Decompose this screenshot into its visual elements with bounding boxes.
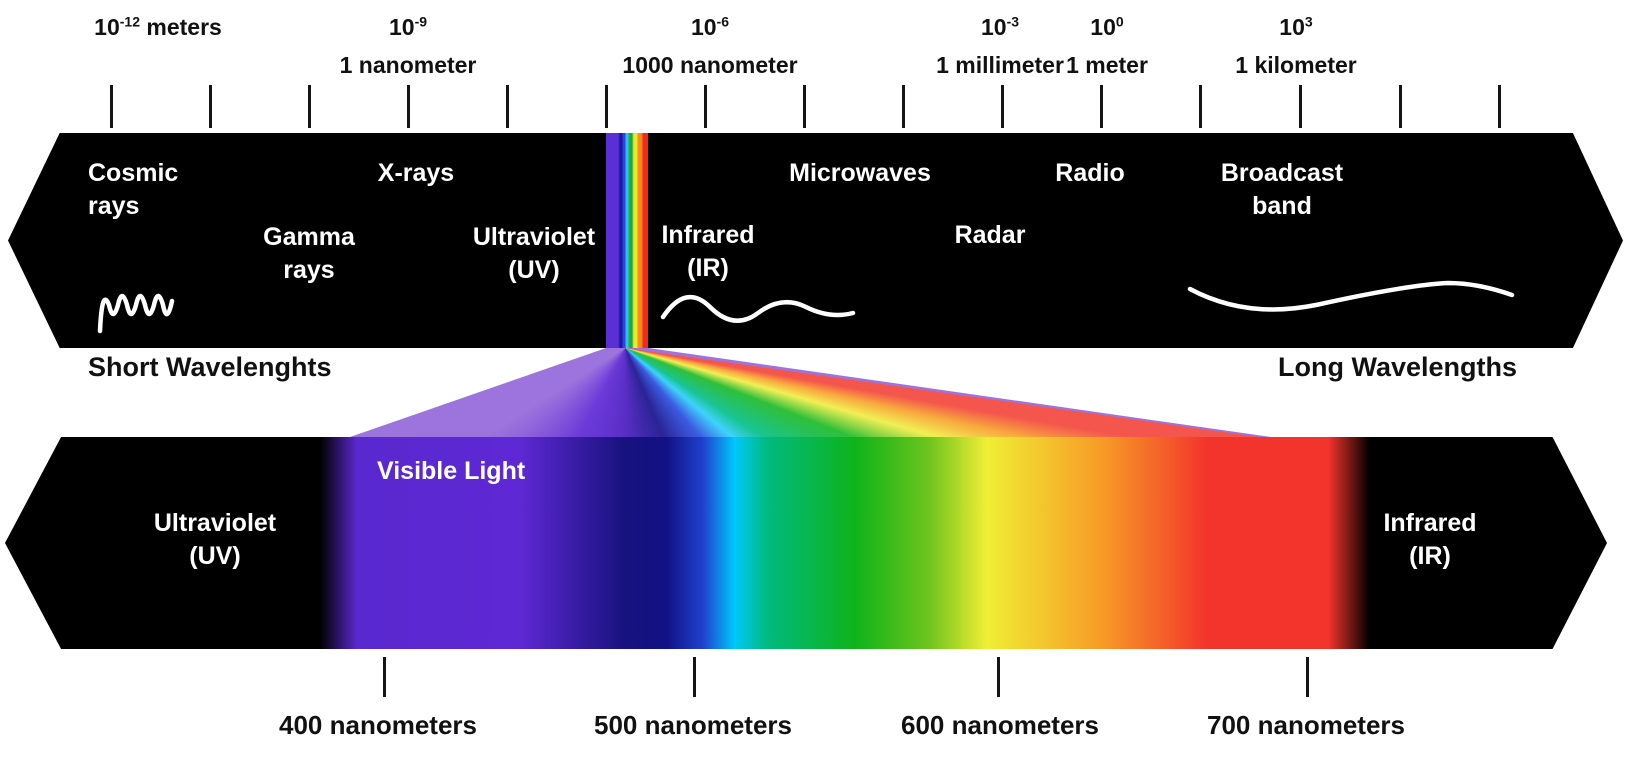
scale-exponent: -9 — [414, 13, 428, 30]
scale-tick — [1299, 85, 1302, 128]
scale-label-10-6: 10-6 — [691, 14, 729, 41]
nm-label-700: 700 nanometers — [1207, 710, 1405, 740]
band-label-line: rays — [283, 256, 335, 284]
scale-exponent: 0 — [1115, 13, 1124, 30]
band-label-ultraviolet-uv: Ultraviolet (UV) — [154, 507, 276, 573]
scale-base: 10 — [690, 14, 717, 40]
scale-tick — [407, 85, 410, 128]
scale-tick — [308, 85, 311, 128]
scale-tick — [1498, 85, 1501, 128]
scale-label-10-0: 100 — [1090, 14, 1123, 41]
scale-tick — [110, 85, 113, 128]
nm-tick — [693, 657, 696, 697]
band-label-microwaves: Microwaves — [789, 159, 931, 187]
scale-tick — [902, 85, 905, 128]
band-label-infrared-ir: Infrared (IR) — [1383, 507, 1476, 573]
nm-label-400: 400 nanometers — [279, 710, 477, 740]
nm-tick — [997, 657, 1000, 697]
scale-base: 10 — [94, 14, 120, 40]
scale-exponent: -3 — [1006, 13, 1020, 30]
band-label-line: Ultraviolet — [472, 223, 596, 251]
caption-long-wavelengths: Long Wavelengths — [1277, 352, 1517, 382]
scale-tick — [605, 85, 608, 128]
band-label-line: (UV) — [189, 542, 241, 570]
scale-base: 10 — [388, 14, 415, 40]
band-label-radio: Radio — [1055, 159, 1125, 187]
scale-base: 10 — [1090, 14, 1116, 40]
scale-label-10-3: 10-3 — [981, 14, 1019, 41]
visible-light-strip — [606, 133, 648, 348]
band-label-line: Ultraviolet — [153, 509, 277, 537]
band-label-line: Gamma — [263, 223, 355, 251]
medium-wavelength-wave-icon — [660, 294, 856, 323]
band-label-line: Infrared — [1383, 509, 1477, 537]
scale-tick — [704, 85, 707, 128]
scale-base: 10 — [980, 14, 1007, 40]
band-label-radar: Radar — [954, 221, 1026, 249]
band-label-xrays: X-rays — [377, 159, 455, 187]
visible-light-bar: Ultraviolet (UV) Visible Light Infrared … — [5, 437, 1607, 649]
scale-exponent: -6 — [716, 13, 730, 30]
band-label-line: (UV) — [508, 256, 560, 284]
band-label-ultraviolet: Ultraviolet (UV) — [473, 221, 595, 287]
scale-tick — [803, 85, 806, 128]
scale-suffix: meters — [146, 14, 222, 40]
nm-tick — [1306, 657, 1309, 697]
scale-label-10-12: 10-12 meters — [94, 14, 222, 41]
caption-short-wavelengths: Short Wavelenghts — [88, 352, 332, 382]
scale-tick — [1199, 85, 1202, 128]
label-visible-light: Visible Light — [377, 457, 526, 485]
band-label-infrared: Infrared (IR) — [661, 219, 754, 285]
band-label-gamma-rays: Gamma rays — [263, 221, 355, 287]
long-wavelength-wave-icon — [1187, 280, 1515, 312]
scale-base: 10 — [1279, 14, 1305, 40]
scale-tick — [1100, 85, 1103, 128]
scale-exponent: 3 — [1304, 13, 1313, 30]
scale-unit-meter: 1 meter — [1066, 52, 1148, 78]
light-dispersion-beam — [350, 348, 1271, 437]
nm-tick — [383, 657, 386, 697]
band-label-broadcast-band: Broadcast band — [1221, 157, 1343, 223]
band-label-line: Cosmic — [88, 159, 179, 187]
short-wavelength-wave-icon — [97, 293, 175, 334]
band-label-line: Infrared — [661, 221, 755, 249]
scale-tick — [506, 85, 509, 128]
scale-unit-kilometer: 1 kilometer — [1235, 52, 1357, 78]
band-label-cosmic-rays: Cosmic rays — [88, 157, 178, 223]
band-label-line: band — [1252, 192, 1312, 220]
scale-exponent: -12 — [119, 13, 140, 30]
band-label-line: rays — [88, 192, 140, 220]
scale-unit-nanometer: 1 nanometer — [339, 52, 477, 78]
scale-tick — [1001, 85, 1004, 128]
scale-tick — [209, 85, 212, 128]
scale-unit-1000-nanometer: 1000 nanometer — [622, 52, 798, 78]
scale-tick — [1399, 85, 1402, 128]
em-spectrum-bar: Cosmic rays Gamma rays X-rays Ultraviole… — [8, 133, 1623, 348]
scale-label-10-9: 10-9 — [389, 14, 427, 41]
band-label-line: Broadcast — [1220, 159, 1344, 187]
nm-label-600: 600 nanometers — [901, 710, 1099, 740]
visible-spectrum-gradient — [320, 437, 1370, 649]
band-label-line: (IR) — [1409, 542, 1451, 570]
scale-unit-millimeter: 1 millimeter — [936, 52, 1064, 78]
nm-label-500: 500 nanometers — [594, 710, 792, 740]
band-label-line: (IR) — [687, 254, 729, 282]
scale-label-10-3-km: 103 — [1279, 14, 1312, 41]
